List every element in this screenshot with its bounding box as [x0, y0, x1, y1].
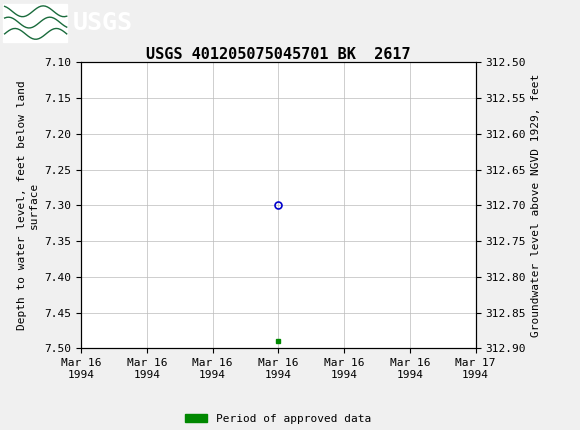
Text: USGS 401205075045701 BK  2617: USGS 401205075045701 BK 2617 — [146, 47, 411, 62]
Y-axis label: Depth to water level, feet below land
surface: Depth to water level, feet below land su… — [17, 80, 39, 330]
Bar — [3, 3, 67, 42]
Y-axis label: Groundwater level above NGVD 1929, feet: Groundwater level above NGVD 1929, feet — [531, 74, 541, 337]
Text: USGS: USGS — [72, 11, 132, 34]
Legend: Period of approved data: Period of approved data — [181, 410, 376, 429]
